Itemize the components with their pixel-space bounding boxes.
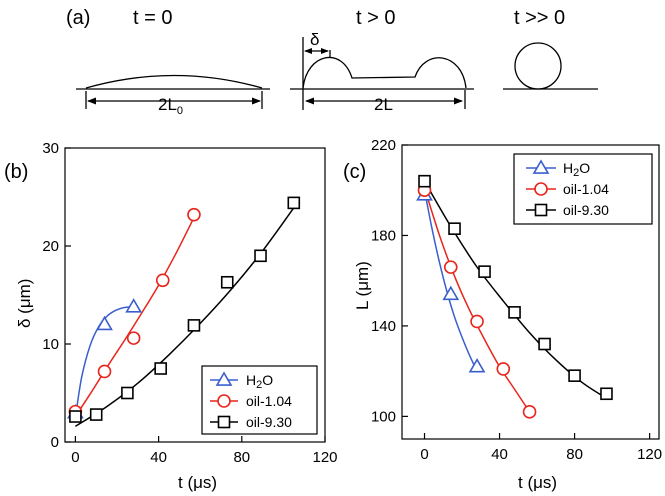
state-t1-rim-droplet [302, 56, 467, 89]
chart-b-y-tick-label: 30 [42, 140, 59, 157]
state-t0-dimension-label: 2L0 [158, 95, 183, 117]
state-t0-droplet [85, 74, 263, 89]
state-t1-arrow-left [305, 97, 314, 105]
chart-c-point-oil-9-30 [508, 306, 521, 319]
chart-b-y-label: δ (μm) [15, 279, 34, 328]
chart-b-x-tick-label: 0 [71, 449, 79, 466]
chart-c-point-oil-9-30 [418, 174, 431, 188]
chart-b-point-oil-9-30 [89, 408, 103, 421]
chart-c-point-oil-9-30 [568, 369, 581, 382]
chart-b-point-oil-9-30 [287, 196, 301, 210]
chart-c-point-oil-9-30 [600, 387, 613, 401]
chart-c-point-oil-9-30 [478, 265, 491, 278]
chart-c-point-oil-9-30 [538, 337, 551, 351]
chart-c-y-tick-label: 140 [371, 318, 396, 335]
chart-c-x-tick-label: 80 [566, 446, 583, 463]
state-t2-droplet [514, 42, 562, 90]
chart-b-point-oil-1-04 [187, 207, 201, 222]
chart-b-y-tick-label: 10 [42, 336, 59, 353]
chart-c-x-tick-label: 0 [420, 446, 428, 463]
chart-b-point-oil-9-30 [154, 362, 167, 375]
chart-c-x-label: t (μs) [518, 473, 557, 492]
chart-c-legend-marker-oil-9-30 [534, 203, 548, 217]
chart-c-markers [416, 174, 613, 419]
chart-b-point-h2o [125, 298, 143, 313]
state-t1-delta-arrow-right [321, 48, 329, 54]
chart-b-point-oil-1-04 [97, 364, 112, 379]
chart-c-legend-label-oil-9-30: oil-9.30 [563, 202, 609, 218]
chart-c-point-oil-1-04 [522, 405, 537, 419]
state-t0-title: t = 0 [133, 7, 172, 29]
panel-a-label: (a) [66, 7, 90, 29]
chart-b-legend-label-oil-1-04: oil-1.04 [246, 393, 292, 409]
chart-b-markers [67, 196, 301, 423]
chart-c-y-tick-label: 100 [371, 408, 396, 425]
panel-c-label: (c) [343, 161, 366, 183]
chart-b-legend-label-h2o: H2O [246, 372, 273, 391]
state-t1-dimension-label: 2L [374, 95, 393, 114]
chart-c-plot-frame [401, 144, 660, 440]
chart-b: (b) 0 40 80 120 0 10 20 30 t (μs) δ (μm) H2O oil… [4, 140, 338, 492]
chart-b-point-oil-9-30 [220, 275, 234, 289]
chart-b-x-tick-label: 80 [233, 449, 250, 466]
chart-b-point-oil-9-30 [121, 386, 134, 400]
chart-c-x-tick-label: 120 [637, 446, 662, 463]
chart-c-x-tick-label: 40 [491, 446, 508, 463]
chart-b-x-tick-label: 120 [312, 449, 337, 466]
state-t0-arrow-right [252, 97, 261, 105]
chart-c-point-oil-1-04 [470, 314, 484, 329]
chart-c-y-label: L (μm) [353, 261, 372, 310]
chart-c-legend-label-oil-1-04: oil-1.04 [563, 181, 609, 197]
chart-b-y-tick-label: 0 [51, 434, 59, 451]
chart-b-legend-label-oil-9-30: oil-9.30 [246, 414, 292, 430]
chart-c-point-oil-9-30 [448, 222, 461, 235]
chart-b-point-oil-9-30 [187, 319, 201, 332]
chart-b-legend-marker-h2o [215, 371, 233, 386]
chart-c-legend: H2O oil-1.04 oil-9.30 [513, 153, 653, 225]
chart-c-fit-h2o [423, 190, 478, 372]
chart-c-y-tick-label: 180 [371, 227, 396, 244]
chart-c-point-h2o [442, 285, 460, 301]
chart-c-legend-marker-oil-1-04 [534, 182, 548, 196]
chart-b-legend-marker-oil-1-04 [217, 394, 231, 408]
chart-c-legend-label-h2o: H2O [563, 160, 590, 179]
chart-b-y-tick-label: 20 [42, 238, 59, 255]
chart-b-fit-oil-1-04 [74, 217, 195, 417]
chart-b-point-oil-9-30 [254, 249, 267, 263]
chart-b-legend: H2O oil-1.04 oil-9.30 [201, 365, 318, 435]
chart-c-point-oil-1-04 [443, 260, 458, 274]
chart-c-y-tick-label: 220 [371, 137, 396, 154]
chart-b-point-h2o [96, 315, 113, 331]
chart-b-ticks: 0 40 80 120 0 10 20 30 [42, 140, 337, 466]
chart-b-x-label: t (μs) [178, 473, 217, 492]
chart-b-point-oil-1-04 [126, 331, 141, 345]
panel-a-diagram: (a) t = 0 2L0 t > 0 δ 2L t >> 0 [66, 7, 598, 117]
chart-c-point-h2o [468, 358, 486, 373]
chart-b-point-oil-1-04 [155, 273, 170, 288]
chart-c: (c) 0 40 80 120 100 140 180 220 t (μs) L (μm) H… [343, 137, 662, 492]
chart-c-legend-marker-h2o [532, 159, 550, 174]
chart-b-plot-frame [64, 147, 326, 443]
chart-c-point-oil-1-04 [496, 362, 511, 376]
state-t2-title: t >> 0 [514, 7, 565, 29]
chart-b-point-oil-9-30 [69, 410, 82, 423]
state-t1-title: t > 0 [356, 7, 395, 29]
state-t1-delta-label: δ [310, 30, 319, 49]
state-t0-arrow-left [87, 97, 96, 105]
state-t1-arrow-right [454, 97, 463, 105]
chart-c-ticks: 0 40 80 120 100 140 180 220 [371, 137, 662, 463]
panel-b-label: (b) [4, 161, 28, 183]
chart-b-legend-marker-oil-9-30 [217, 415, 231, 429]
state-t1-delta-arrow-left [304, 48, 312, 54]
chart-b-x-tick-label: 40 [150, 449, 167, 466]
